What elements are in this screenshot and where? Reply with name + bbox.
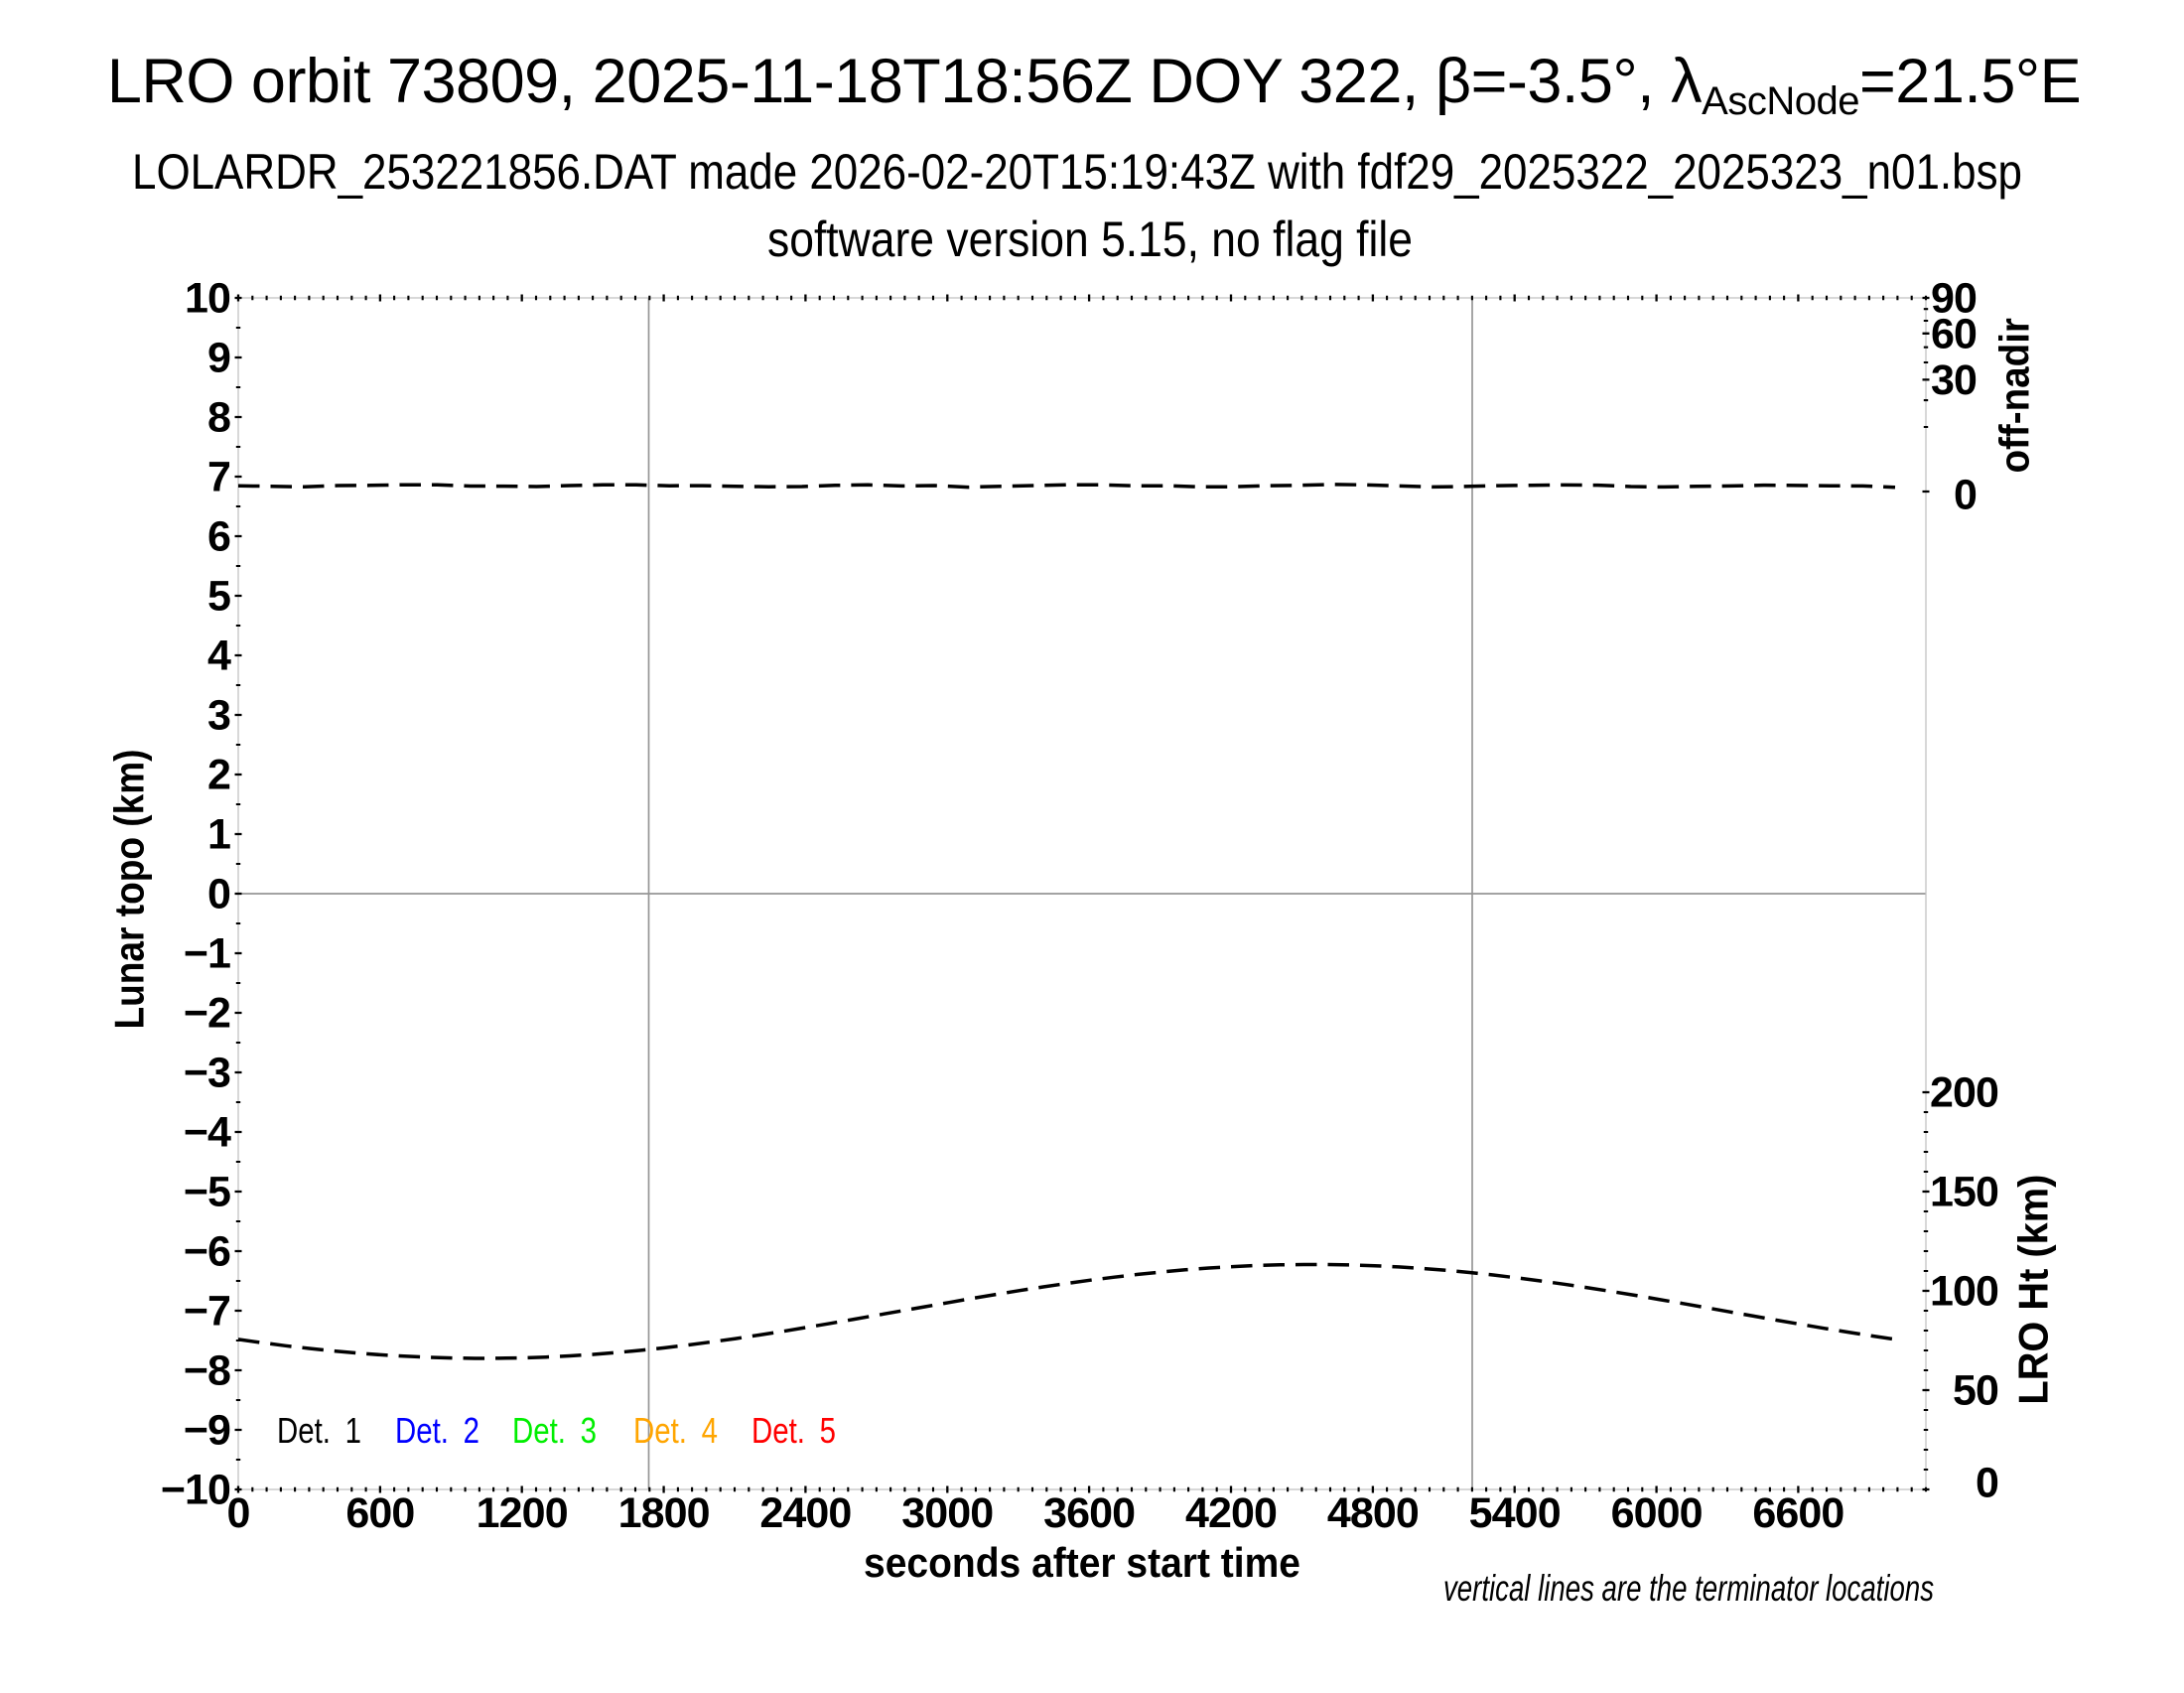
svg-text:4200: 4200	[1185, 1489, 1277, 1537]
svg-text:Lunar topo (km): Lunar topo (km)	[106, 750, 153, 1030]
svg-text:6: 6	[207, 513, 230, 561]
svg-text:6000: 6000	[1611, 1489, 1703, 1537]
svg-text:1: 1	[207, 811, 230, 859]
svg-text:5: 5	[207, 573, 230, 621]
svg-text:−7: −7	[184, 1288, 230, 1336]
svg-text:−2: −2	[184, 990, 230, 1038]
svg-text:−5: −5	[184, 1169, 230, 1216]
svg-text:60: 60	[1931, 310, 1977, 357]
svg-text:software version 5.15, no flag: software version 5.15, no flag file	[767, 212, 1413, 267]
svg-text:3600: 3600	[1043, 1489, 1135, 1537]
svg-text:6600: 6600	[1752, 1489, 1843, 1537]
svg-text:Det. 4: Det. 4	[633, 1410, 718, 1451]
svg-text:1800: 1800	[618, 1489, 710, 1537]
svg-text:LOLARDR_253221856.DAT made 202: LOLARDR_253221856.DAT made 2026-02-20T15…	[132, 144, 2022, 200]
svg-text:−4: −4	[184, 1109, 231, 1157]
svg-text:−1: −1	[184, 930, 230, 978]
svg-text:Det. 2: Det. 2	[395, 1410, 479, 1451]
svg-text:−6: −6	[184, 1228, 230, 1276]
svg-text:−8: −8	[184, 1347, 230, 1395]
svg-text:3: 3	[207, 692, 230, 740]
svg-text:Det. 5: Det. 5	[751, 1410, 836, 1451]
svg-text:90: 90	[1931, 275, 1977, 323]
svg-text:200: 200	[1930, 1069, 1998, 1117]
svg-text:4800: 4800	[1327, 1489, 1419, 1537]
svg-text:LRO orbit 73809, 2025-11-18T18: LRO orbit 73809, 2025-11-18T18:56Z DOY 3…	[107, 47, 2081, 123]
svg-text:2: 2	[207, 752, 230, 799]
svg-text:7: 7	[207, 454, 230, 501]
svg-text:LRO Ht (km): LRO Ht (km)	[2010, 1175, 2057, 1405]
svg-text:600: 600	[345, 1489, 414, 1537]
svg-text:Det. 1: Det. 1	[277, 1410, 361, 1451]
svg-text:0: 0	[1954, 472, 1977, 519]
svg-text:off-nadir: off-nadir	[1991, 318, 2038, 474]
svg-text:50: 50	[1953, 1367, 1998, 1415]
svg-text:10: 10	[185, 275, 230, 323]
svg-text:30: 30	[1931, 356, 1977, 404]
svg-text:2400: 2400	[759, 1489, 851, 1537]
svg-text:Det. 3: Det. 3	[512, 1410, 597, 1451]
svg-text:−9: −9	[184, 1407, 230, 1455]
svg-text:−3: −3	[184, 1050, 230, 1097]
svg-text:8: 8	[207, 394, 230, 442]
svg-text:100: 100	[1930, 1268, 1998, 1316]
svg-text:0: 0	[226, 1489, 249, 1537]
svg-text:3000: 3000	[901, 1489, 993, 1537]
svg-text:9: 9	[207, 335, 230, 382]
svg-text:0: 0	[207, 871, 230, 918]
svg-text:−10: −10	[161, 1467, 230, 1514]
svg-text:5400: 5400	[1469, 1489, 1561, 1537]
svg-text:0: 0	[1976, 1460, 1998, 1507]
svg-text:150: 150	[1930, 1169, 1998, 1216]
svg-text:seconds after start time: seconds after start time	[864, 1539, 1300, 1586]
svg-text:vertical lines are the termina: vertical lines are the terminator locati…	[1443, 1568, 1934, 1609]
svg-text:4: 4	[207, 633, 231, 680]
svg-text:1200: 1200	[477, 1489, 568, 1537]
